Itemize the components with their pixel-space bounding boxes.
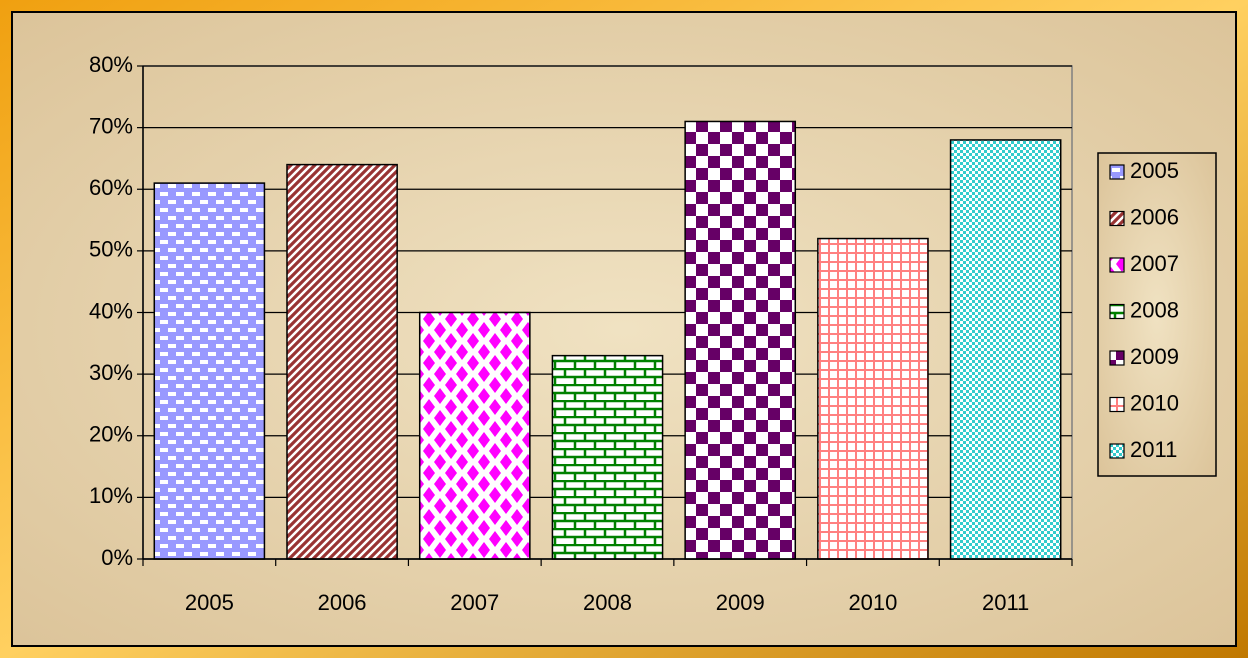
legend-swatch xyxy=(1109,350,1125,366)
bar xyxy=(684,120,797,560)
bar xyxy=(949,139,1062,560)
legend-swatch xyxy=(1109,443,1125,459)
legend-label: 2005 xyxy=(1130,158,1179,183)
x-tick-label: 2008 xyxy=(583,590,632,615)
y-tick-label: 20% xyxy=(89,422,133,447)
x-tick-label: 2006 xyxy=(318,590,367,615)
bar xyxy=(153,182,266,560)
y-tick-label: 70% xyxy=(89,113,133,138)
y-tick-label: 60% xyxy=(89,175,133,200)
x-tick-label: 2010 xyxy=(848,590,897,615)
x-tick-label: 2011 xyxy=(982,590,1029,615)
y-tick-label: 40% xyxy=(89,298,133,323)
x-tick-label: 2005 xyxy=(185,590,234,615)
y-tick-label: 0% xyxy=(101,545,133,570)
legend-label: 2009 xyxy=(1130,344,1179,369)
legend-label: 2008 xyxy=(1130,297,1179,322)
legend-swatch xyxy=(1109,303,1125,320)
y-tick-label: 30% xyxy=(89,360,133,385)
legend-swatch xyxy=(1109,396,1125,413)
x-tick-label: 2009 xyxy=(716,590,765,615)
legend-label: 2006 xyxy=(1130,204,1179,229)
y-tick-label: 10% xyxy=(89,483,133,508)
legend-swatch xyxy=(1109,164,1125,180)
x-tick-label: 2007 xyxy=(450,590,499,615)
y-tick-label: 80% xyxy=(89,52,133,77)
bar xyxy=(286,163,398,560)
bar xyxy=(418,311,531,560)
y-tick-label: 50% xyxy=(89,237,133,262)
legend-label: 2010 xyxy=(1130,390,1179,415)
legend-label: 2011 xyxy=(1130,437,1177,462)
legend-label: 2007 xyxy=(1130,251,1179,276)
bar xyxy=(551,354,664,560)
legend-swatch xyxy=(1109,257,1125,273)
legend-swatch xyxy=(1109,210,1125,227)
bar xyxy=(817,237,929,560)
